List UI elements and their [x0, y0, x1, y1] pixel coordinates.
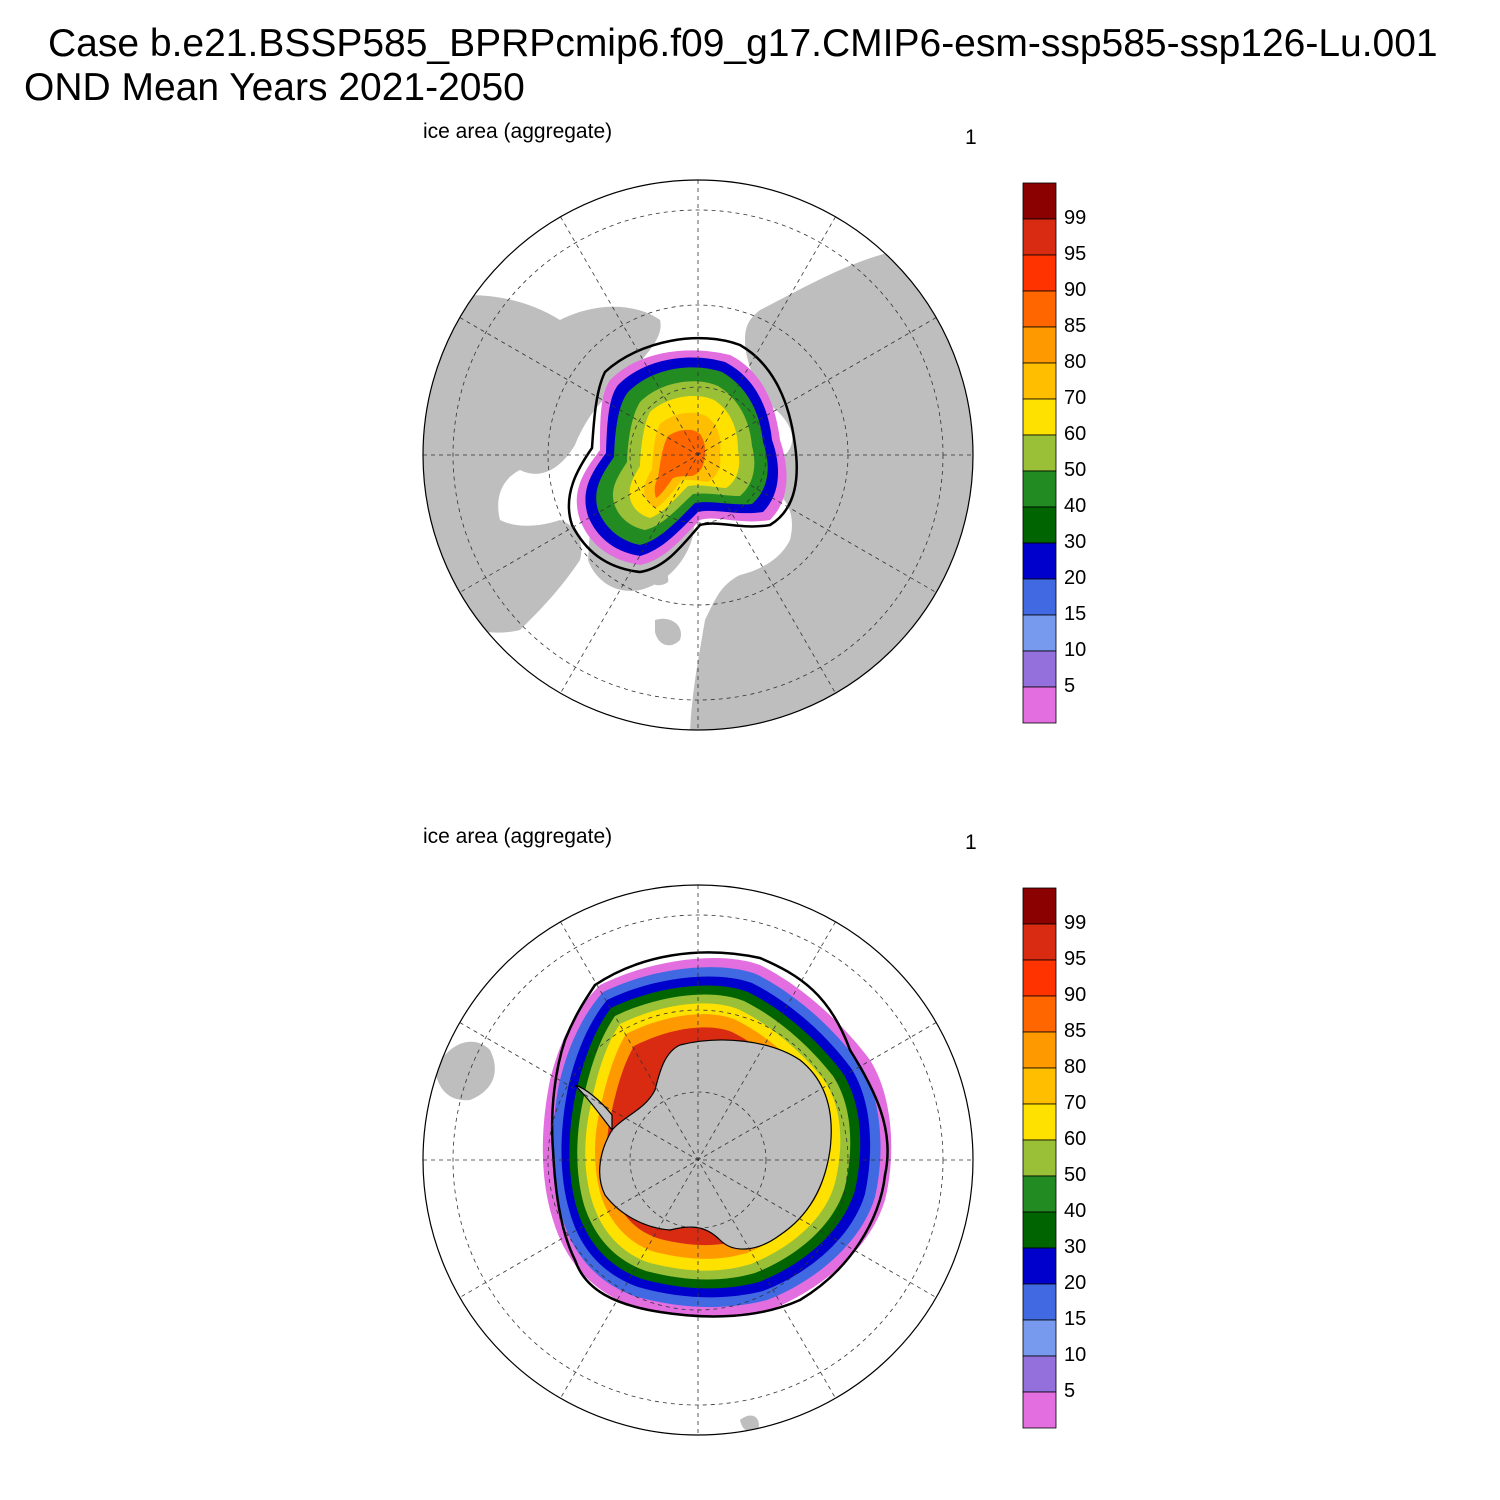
south-colorbar-tick-label: 85	[1064, 1020, 1087, 1042]
south-colorbar-tick-label: 99	[1064, 912, 1087, 934]
land-south-america	[435, 1041, 495, 1101]
north-colorbar-tick-label: 10	[1064, 639, 1087, 661]
north-colorbar-box	[1022, 398, 1057, 436]
south-colorbar-box	[1022, 1067, 1057, 1105]
south-colorbar-tick-label: 5	[1064, 1380, 1076, 1402]
north-colorbar-box	[1022, 434, 1057, 472]
south-map-border	[422, 884, 974, 1436]
north-colorbar-tick-label: 60	[1064, 423, 1087, 445]
south-colorbar-box	[1022, 1319, 1057, 1357]
north-sea-ice	[576, 350, 787, 565]
south-colorbar-tick-label: 60	[1064, 1128, 1087, 1150]
north-colorbar-tick-label: 99	[1064, 207, 1087, 229]
north-colorbar-tick-label: 5	[1064, 675, 1076, 697]
north-ice-edge-contour	[567, 336, 798, 574]
south-colorbar-box	[1022, 1355, 1057, 1393]
north-colorbar-box	[1022, 290, 1057, 328]
north-colorbar	[1022, 182, 1057, 724]
north-graticule	[423, 180, 973, 730]
north-colorbar-box	[1022, 650, 1057, 688]
south-colorbar-box	[1022, 887, 1057, 925]
south-colorbar-tick-label: 95	[1064, 948, 1087, 970]
north-colorbar-box	[1022, 686, 1057, 724]
plot-title-period: OND Mean Years 2021-2050	[24, 66, 525, 109]
south-colorbar-box	[1022, 1103, 1057, 1141]
north-colorbar-tick-label: 80	[1064, 351, 1087, 373]
south-colorbar-tick-label: 70	[1064, 1092, 1087, 1114]
south-colorbar-tick-label: 40	[1064, 1200, 1087, 1222]
meridian-120-s	[459, 1022, 937, 1298]
plot-title-case: Case b.e21.BSSP585_BPRPcmip6.f09_g17.CMI…	[48, 22, 1438, 65]
north-map-border	[422, 179, 974, 731]
north-colorbar-tick-label: 70	[1064, 387, 1087, 409]
south-colorbar-tick-label: 10	[1064, 1344, 1087, 1366]
north-colorbar-tick-label: 90	[1064, 279, 1087, 301]
south-colorbar-tick-label: 90	[1064, 984, 1087, 1006]
north-colorbar-tick-label: 40	[1064, 495, 1087, 517]
meridian-120	[459, 317, 937, 593]
land-antarctica	[574, 1039, 832, 1250]
south-panel-units-label: 1	[965, 831, 977, 854]
south-colorbar-box	[1022, 1031, 1057, 1069]
south-colorbar-tick-label: 15	[1064, 1308, 1087, 1330]
land-svalbard	[648, 568, 669, 586]
north-colorbar-box	[1022, 578, 1057, 616]
south-colorbar-box	[1022, 1175, 1057, 1213]
latitude-circle-80	[629, 386, 767, 524]
south-graticule	[423, 885, 973, 1435]
south-colorbar-box	[1022, 959, 1057, 997]
south-polar-map	[422, 884, 974, 1436]
south-colorbar-tick-label: 30	[1064, 1236, 1087, 1258]
south-colorbar-box	[1022, 1211, 1057, 1249]
south-colorbar-tick-label: 20	[1064, 1272, 1087, 1294]
north-colorbar-tick-label: 50	[1064, 459, 1087, 481]
latitude-circle-80s	[629, 1091, 767, 1229]
north-colorbar-box	[1022, 254, 1057, 292]
north-colorbar-tick-label: 20	[1064, 567, 1087, 589]
south-colorbar-tick-label: 80	[1064, 1056, 1087, 1078]
north-colorbar-box	[1022, 362, 1057, 400]
south-panel-variable-label: ice area (aggregate)	[423, 825, 613, 848]
south-colorbar-box	[1022, 1247, 1057, 1285]
north-colorbar-box	[1022, 614, 1057, 652]
south-colorbar-box	[1022, 1283, 1057, 1321]
north-colorbar-box	[1022, 506, 1057, 544]
south-colorbar	[1022, 887, 1057, 1429]
north-colorbar-tick-label: 30	[1064, 531, 1087, 553]
north-panel-variable-label: ice area (aggregate)	[423, 120, 613, 143]
land-new-zealand-tip	[740, 1415, 759, 1432]
north-colorbar-tick-label: 15	[1064, 603, 1087, 625]
south-colorbar-tick-label: 50	[1064, 1164, 1087, 1186]
land-north-america	[423, 295, 661, 633]
north-colorbar-box	[1022, 470, 1057, 508]
north-colorbar-box	[1022, 326, 1057, 364]
south-colorbar-box	[1022, 923, 1057, 961]
north-colorbar-box	[1022, 542, 1057, 580]
north-colorbar-tick-label: 95	[1064, 243, 1087, 265]
north-colorbar-tick-label: 85	[1064, 315, 1087, 337]
north-panel-units-label: 1	[965, 126, 977, 149]
north-colorbar-box	[1022, 182, 1057, 220]
land-scandinavia-tip	[655, 618, 681, 646]
south-colorbar-box	[1022, 995, 1057, 1033]
south-colorbar-box	[1022, 1139, 1057, 1177]
north-polar-map	[422, 179, 974, 731]
north-colorbar-box	[1022, 218, 1057, 256]
ice-band-90	[654, 429, 706, 498]
south-ice-edge-contour	[550, 951, 889, 1318]
south-colorbar-box	[1022, 1391, 1057, 1429]
